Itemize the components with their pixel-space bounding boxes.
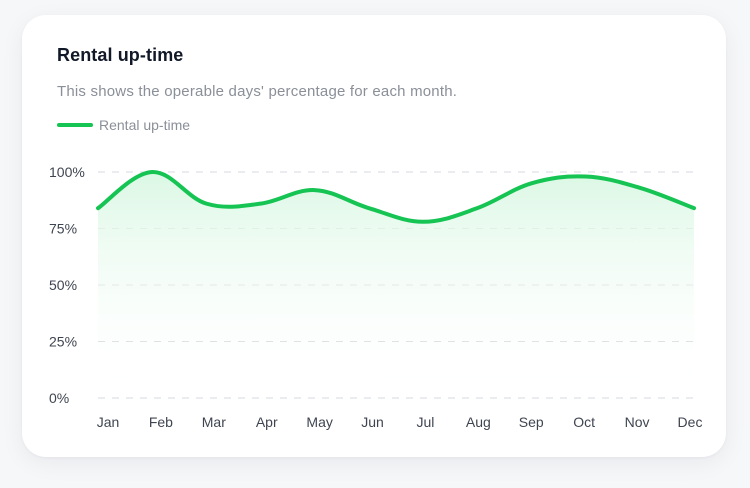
chart-legend: Rental up-time (57, 117, 190, 133)
legend-label: Rental up-time (99, 117, 191, 133)
chart-card: Rental up-time This shows the operable d… (22, 15, 726, 457)
card-title: Rental up-time (57, 45, 184, 65)
legend-swatch (57, 123, 93, 127)
card-subtitle: This shows the operable days' percentage… (57, 83, 458, 100)
